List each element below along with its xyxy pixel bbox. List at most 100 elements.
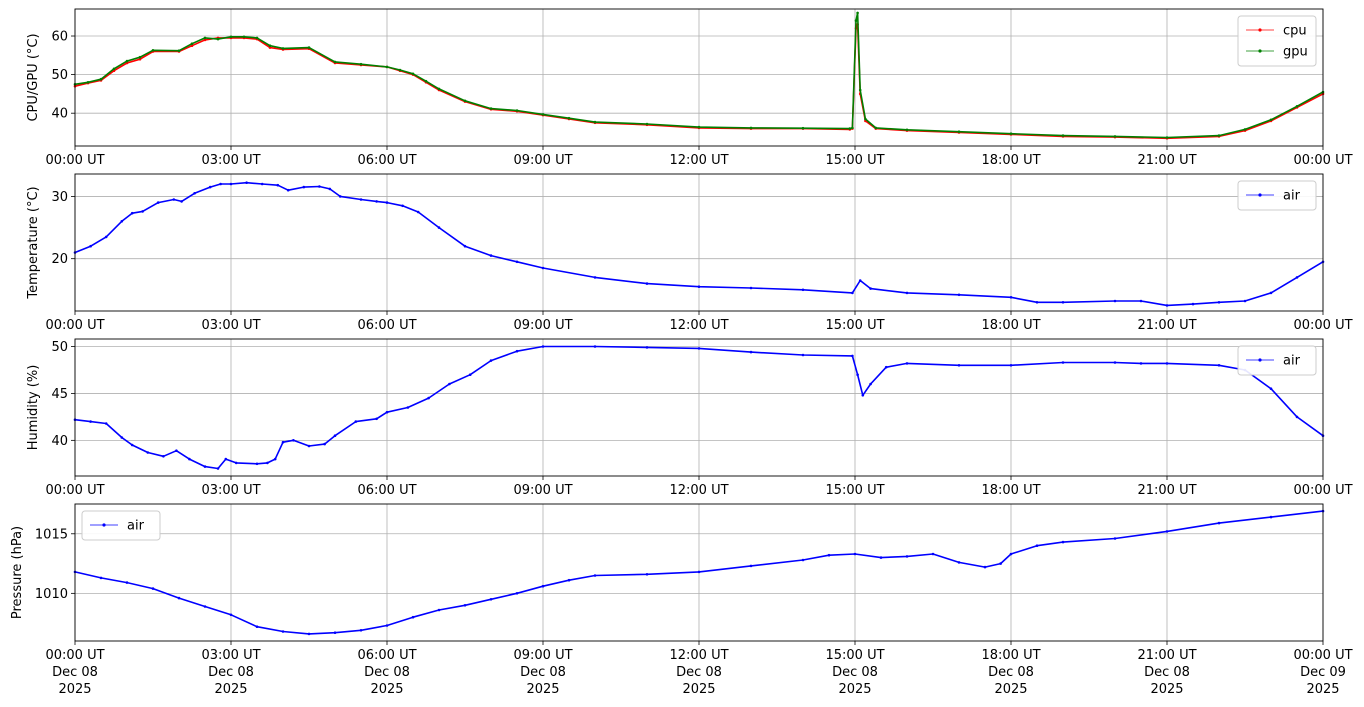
data-point [463, 99, 467, 103]
x-tick-label: 18:00 UT [981, 648, 1040, 663]
x-tick-label: 15:00 UT [825, 483, 884, 498]
data-point [489, 107, 493, 110]
x-tick-label: 00:00 UT [1293, 153, 1352, 168]
legend-marker [1258, 193, 1262, 197]
x-tick-label: 12:00 UT [669, 153, 728, 168]
x-tick-label: 21:00 UT [1137, 153, 1196, 168]
data-point [99, 77, 103, 81]
data-point [645, 282, 649, 285]
data-point [645, 122, 649, 126]
x-tick-label: 15:00 UT [825, 153, 884, 168]
data-point [1061, 540, 1065, 544]
data-point [375, 417, 378, 421]
x-tick-label: 00:00 UT [45, 483, 104, 498]
y-tick-label: 30 [51, 190, 68, 205]
data-point [515, 109, 519, 112]
data-point [861, 394, 865, 397]
data-point [1061, 361, 1065, 364]
data-point [193, 192, 196, 195]
data-point [541, 113, 545, 116]
data-point [120, 220, 124, 223]
series-air [73, 509, 1325, 636]
data-point [125, 59, 129, 63]
data-point [328, 187, 332, 191]
data-point [333, 434, 337, 438]
x-year-label: 2025 [1306, 682, 1339, 697]
data-point [190, 44, 194, 47]
data-point [541, 584, 545, 588]
data-point [905, 291, 909, 295]
x-tick-label: 03:00 UT [201, 318, 260, 333]
data-point [874, 126, 878, 130]
data-point [851, 126, 854, 130]
data-point [905, 128, 909, 132]
plot-frame [74, 173, 1324, 312]
data-point [286, 188, 290, 192]
data-point [359, 629, 363, 632]
legend-label: air [1283, 189, 1301, 204]
x-tick-label: 12:00 UT [669, 483, 728, 498]
data-point [1165, 136, 1169, 139]
data-point [437, 87, 441, 91]
data-point [273, 457, 277, 461]
data-point [172, 198, 176, 201]
legend-box [1237, 180, 1317, 211]
series-line [74, 12, 1324, 139]
x-year-label: 2025 [682, 682, 715, 697]
data-point [1295, 276, 1299, 279]
data-point [385, 65, 389, 69]
data-point [749, 126, 753, 130]
data-point [424, 79, 428, 83]
data-point [208, 185, 212, 189]
x-tick-label: 03:00 UT [201, 648, 260, 663]
legend-marker [102, 523, 106, 527]
data-point [268, 44, 272, 47]
data-point [245, 181, 248, 184]
data-point [1269, 291, 1273, 295]
x-tick-label: 18:00 UT [981, 318, 1040, 333]
x-tick-label: 06:00 UT [357, 318, 416, 333]
data-point [1009, 364, 1013, 367]
data-point [858, 88, 862, 92]
data-point [1295, 105, 1299, 108]
data-point [749, 564, 753, 568]
chart-panel-1: 00:00 UT 03:00 UT 06:00 UT 09:00 UT 12:00 UT… [26, 173, 1353, 333]
data-point [905, 362, 909, 365]
data-point [411, 615, 415, 619]
x-tick-label: 18:00 UT [981, 483, 1040, 498]
data-point [406, 406, 410, 409]
data-point [224, 457, 228, 461]
y-tick-label: 20 [51, 252, 68, 267]
data-point [276, 183, 280, 187]
data-point [427, 396, 430, 400]
data-point [375, 200, 378, 203]
x-date-label: Dec 08 [208, 665, 254, 680]
data-point [1191, 302, 1195, 306]
data-point [515, 592, 519, 595]
y-tick-label: 50 [51, 68, 68, 83]
data-point [234, 461, 238, 465]
y-tick-label: 1015 [35, 527, 68, 542]
data-point [801, 558, 805, 562]
data-point [593, 120, 597, 124]
data-point [1217, 134, 1221, 137]
series-air [73, 345, 1325, 470]
data-point [801, 288, 805, 292]
x-tick-label: 09:00 UT [513, 153, 572, 168]
data-point [333, 631, 337, 634]
legend: air [81, 510, 161, 541]
data-point [318, 185, 321, 188]
x-tick-label: 09:00 UT [513, 483, 572, 498]
data-point [489, 254, 493, 257]
data-point [203, 465, 207, 468]
data-point [307, 46, 311, 49]
data-point [999, 562, 1002, 565]
y-tick-label: 50 [51, 340, 68, 355]
data-point [697, 347, 701, 350]
data-point [86, 81, 90, 84]
data-point [302, 185, 306, 189]
x-tick-label: 00:00 UT [1293, 318, 1352, 333]
data-point [697, 570, 701, 574]
data-point [515, 349, 519, 353]
y-tick-label: 40 [51, 107, 68, 122]
